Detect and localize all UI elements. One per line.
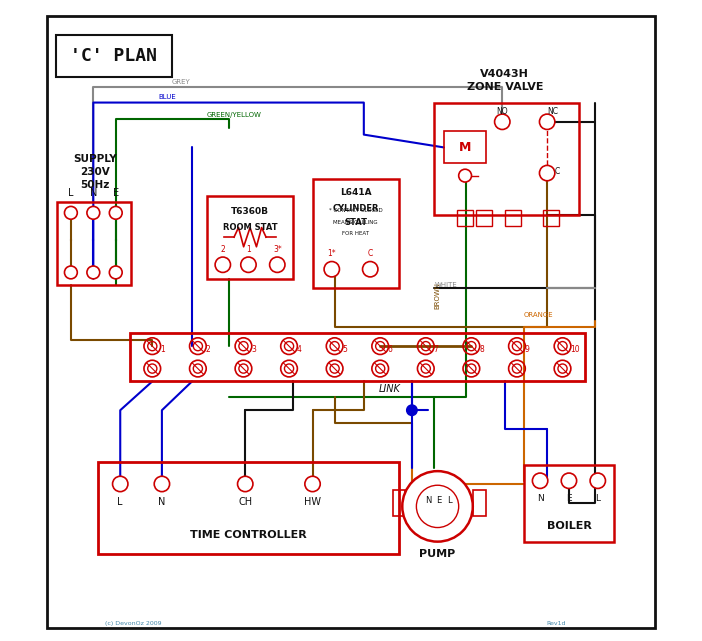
Text: ROOM STAT: ROOM STAT — [223, 223, 277, 232]
Text: 4: 4 — [297, 345, 302, 354]
Text: Rev1d: Rev1d — [546, 620, 566, 626]
Circle shape — [65, 206, 77, 219]
Text: N: N — [90, 188, 97, 197]
Text: 'C' PLAN: 'C' PLAN — [70, 47, 157, 65]
Text: E: E — [436, 496, 442, 505]
Text: 2: 2 — [220, 246, 225, 254]
Text: L: L — [68, 188, 74, 197]
Text: V4043H: V4043H — [480, 69, 529, 79]
Text: TIME CONTROLLER: TIME CONTROLLER — [190, 530, 307, 540]
Text: 2: 2 — [206, 345, 211, 354]
Circle shape — [458, 169, 472, 182]
Text: 3*: 3* — [273, 246, 282, 254]
Text: 3: 3 — [251, 345, 256, 354]
Circle shape — [110, 206, 122, 219]
Text: WHITE: WHITE — [435, 281, 457, 288]
Text: LINK: LINK — [378, 385, 400, 394]
Text: 1*: 1* — [327, 249, 336, 258]
Text: C: C — [368, 249, 373, 258]
Text: L: L — [446, 496, 451, 505]
Circle shape — [416, 485, 458, 528]
Circle shape — [237, 476, 253, 492]
Text: PUMP: PUMP — [419, 549, 456, 560]
Circle shape — [495, 114, 510, 129]
Text: GREEN/YELLOW: GREEN/YELLOW — [207, 112, 262, 118]
Text: 8: 8 — [479, 345, 484, 354]
Text: CH: CH — [238, 497, 252, 507]
Text: BROWN: BROWN — [435, 281, 440, 309]
Text: L: L — [117, 497, 123, 507]
Text: T6360B: T6360B — [231, 207, 269, 216]
Circle shape — [561, 473, 576, 488]
Text: E: E — [113, 188, 119, 197]
Circle shape — [305, 476, 320, 492]
Text: E: E — [566, 494, 571, 503]
Circle shape — [406, 405, 417, 415]
Text: N: N — [425, 496, 431, 505]
Circle shape — [539, 165, 555, 181]
Text: BOILER: BOILER — [546, 520, 591, 531]
Text: BLUE: BLUE — [159, 94, 176, 101]
Text: 1: 1 — [246, 246, 251, 254]
Text: FOR HEAT: FOR HEAT — [343, 231, 369, 237]
FancyBboxPatch shape — [56, 35, 171, 77]
Text: 9: 9 — [524, 345, 529, 354]
Text: * CONTACT CLOSED: * CONTACT CLOSED — [329, 208, 383, 213]
Text: 1: 1 — [160, 345, 165, 354]
Circle shape — [362, 262, 378, 277]
Circle shape — [215, 257, 230, 272]
Text: N: N — [158, 497, 166, 507]
Text: 10: 10 — [570, 345, 580, 354]
Text: L641A: L641A — [340, 188, 371, 197]
Text: ZONE VALVE: ZONE VALVE — [467, 81, 543, 92]
Text: M: M — [458, 141, 471, 154]
Text: 7: 7 — [433, 345, 438, 354]
Circle shape — [87, 206, 100, 219]
Circle shape — [590, 473, 606, 488]
Circle shape — [65, 266, 77, 279]
Circle shape — [110, 266, 122, 279]
Text: SUPPLY
230V
50Hz: SUPPLY 230V 50Hz — [73, 154, 117, 190]
Circle shape — [539, 114, 555, 129]
Circle shape — [154, 476, 170, 492]
Circle shape — [87, 266, 100, 279]
Text: (c) DevonOz 2009: (c) DevonOz 2009 — [105, 620, 161, 626]
Text: 6: 6 — [388, 345, 392, 354]
Text: GREY: GREY — [171, 79, 190, 85]
Text: MEANS CALLING: MEANS CALLING — [333, 221, 378, 226]
Circle shape — [324, 262, 340, 277]
Circle shape — [112, 476, 128, 492]
Text: 5: 5 — [343, 345, 347, 354]
Text: STAT: STAT — [344, 218, 367, 227]
Text: N: N — [537, 494, 543, 503]
Circle shape — [402, 471, 472, 542]
Circle shape — [270, 257, 285, 272]
Text: ORANGE: ORANGE — [524, 312, 554, 319]
Text: L: L — [595, 494, 600, 503]
Text: C: C — [555, 167, 560, 176]
Text: NO: NO — [496, 107, 508, 116]
Text: HW: HW — [304, 497, 321, 507]
Text: NC: NC — [548, 107, 558, 116]
Circle shape — [532, 473, 548, 488]
Circle shape — [241, 257, 256, 272]
Text: CYLINDER: CYLINDER — [333, 204, 379, 213]
